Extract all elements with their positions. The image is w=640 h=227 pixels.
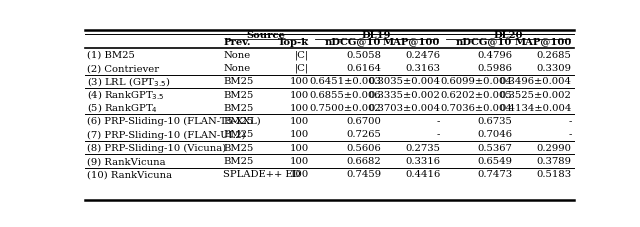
Text: -: - <box>437 130 440 139</box>
Text: 0.3163: 0.3163 <box>405 64 440 73</box>
Text: (6) PRP-Sliding-10 (FLAN-T5-XXL): (6) PRP-Sliding-10 (FLAN-T5-XXL) <box>87 117 260 126</box>
Text: 100: 100 <box>290 117 309 126</box>
Text: 0.6735: 0.6735 <box>477 117 513 126</box>
Text: -: - <box>437 117 440 126</box>
Text: -: - <box>568 117 572 126</box>
Text: 100: 100 <box>290 77 309 86</box>
Text: BM25: BM25 <box>223 130 253 139</box>
Text: MAP@100: MAP@100 <box>383 37 440 46</box>
Text: 0.6549: 0.6549 <box>477 156 513 165</box>
Text: |C|: |C| <box>295 50 309 60</box>
Text: nDCG@10: nDCG@10 <box>325 37 381 46</box>
Text: 100: 100 <box>290 90 309 99</box>
Text: 0.4416: 0.4416 <box>405 170 440 178</box>
Text: 0.6700: 0.6700 <box>346 117 381 126</box>
Text: (3) LRL (GPT$_{3.5}$): (3) LRL (GPT$_{3.5}$) <box>87 75 170 88</box>
Text: DL20: DL20 <box>493 30 523 39</box>
Text: 0.3496±0.004: 0.3496±0.004 <box>500 77 572 86</box>
Text: 0.6164: 0.6164 <box>346 64 381 73</box>
Text: 0.3316: 0.3316 <box>405 156 440 165</box>
Text: 0.3035±0.004: 0.3035±0.004 <box>369 77 440 86</box>
Text: 0.7473: 0.7473 <box>477 170 513 178</box>
Text: 0.4134±0.004: 0.4134±0.004 <box>499 104 572 112</box>
Text: BM25: BM25 <box>223 143 253 152</box>
Text: 0.5183: 0.5183 <box>536 170 572 178</box>
Text: 100: 100 <box>290 143 309 152</box>
Text: 0.2685: 0.2685 <box>537 51 572 60</box>
Text: 0.6451±0.003: 0.6451±0.003 <box>309 77 381 86</box>
Text: (10) RankVicuna: (10) RankVicuna <box>87 170 172 178</box>
Text: 0.5986: 0.5986 <box>477 64 513 73</box>
Text: nDCG@10: nDCG@10 <box>456 37 513 46</box>
Text: 100: 100 <box>290 170 309 178</box>
Text: 0.7265: 0.7265 <box>346 130 381 139</box>
Text: (8) PRP-Sliding-10 (Vicuna): (8) PRP-Sliding-10 (Vicuna) <box>87 143 226 152</box>
Text: 100: 100 <box>290 130 309 139</box>
Text: (9) RankVicuna: (9) RankVicuna <box>87 156 166 165</box>
Text: 0.6855±0.006: 0.6855±0.006 <box>310 90 381 99</box>
Text: 0.3525±0.002: 0.3525±0.002 <box>500 90 572 99</box>
Text: None: None <box>223 64 250 73</box>
Text: 0.6202±0.005: 0.6202±0.005 <box>441 90 513 99</box>
Text: 0.7459: 0.7459 <box>346 170 381 178</box>
Text: Top-k: Top-k <box>278 37 309 46</box>
Text: 0.5606: 0.5606 <box>346 143 381 152</box>
Text: |C|: |C| <box>295 64 309 73</box>
Text: Source: Source <box>247 30 285 39</box>
Text: 100: 100 <box>290 104 309 112</box>
Text: (4) RankGPT$_{3.5}$: (4) RankGPT$_{3.5}$ <box>87 88 164 101</box>
Text: (2) Contriever: (2) Contriever <box>87 64 159 73</box>
Text: DL19: DL19 <box>362 30 392 39</box>
Text: 0.2735: 0.2735 <box>405 143 440 152</box>
Text: 0.3335±0.002: 0.3335±0.002 <box>369 90 440 99</box>
Text: BM25: BM25 <box>223 90 253 99</box>
Text: (5) RankGPT$_{4}$: (5) RankGPT$_{4}$ <box>87 101 158 115</box>
Text: 0.7046: 0.7046 <box>477 130 513 139</box>
Text: SPLADE++ ED: SPLADE++ ED <box>223 170 301 178</box>
Text: BM25: BM25 <box>223 77 253 86</box>
Text: 0.2476: 0.2476 <box>405 51 440 60</box>
Text: BM25: BM25 <box>223 104 253 112</box>
Text: 0.3703±0.004: 0.3703±0.004 <box>369 104 440 112</box>
Text: None: None <box>223 51 250 60</box>
Text: 100: 100 <box>290 156 309 165</box>
Text: 0.6099±0.004: 0.6099±0.004 <box>440 77 513 86</box>
Text: BM25: BM25 <box>223 117 253 126</box>
Text: -: - <box>568 130 572 139</box>
Text: 0.6682: 0.6682 <box>346 156 381 165</box>
Text: 0.7500±0.002: 0.7500±0.002 <box>309 104 381 112</box>
Text: (1) BM25: (1) BM25 <box>87 51 135 60</box>
Text: MAP@100: MAP@100 <box>514 37 572 46</box>
Text: 0.3309: 0.3309 <box>536 64 572 73</box>
Text: BM25: BM25 <box>223 156 253 165</box>
Text: 0.4796: 0.4796 <box>477 51 513 60</box>
Text: 0.5367: 0.5367 <box>477 143 513 152</box>
Text: 0.2990: 0.2990 <box>536 143 572 152</box>
Text: 0.5058: 0.5058 <box>346 51 381 60</box>
Text: Prev.: Prev. <box>223 37 251 46</box>
Text: 0.3789: 0.3789 <box>536 156 572 165</box>
Text: 0.7036±0.004: 0.7036±0.004 <box>440 104 513 112</box>
Text: (7) PRP-Sliding-10 (FLAN-UL2): (7) PRP-Sliding-10 (FLAN-UL2) <box>87 130 246 139</box>
